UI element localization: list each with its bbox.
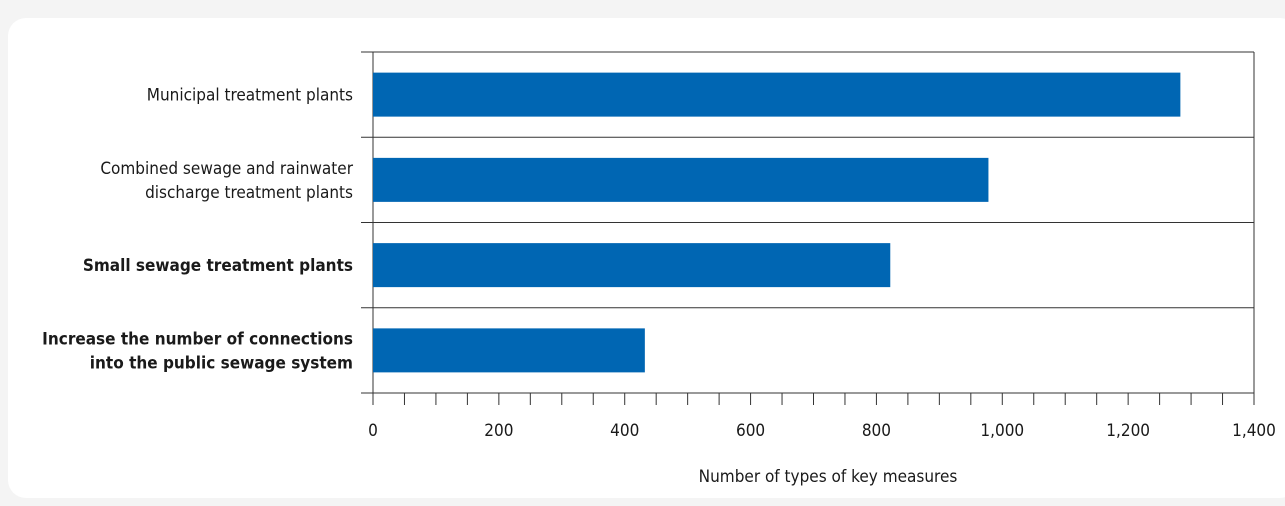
category-label-line: Municipal treatment plants xyxy=(147,86,353,106)
bar xyxy=(373,72,1181,117)
bar xyxy=(373,243,891,288)
x-tick-label: 400 xyxy=(610,421,639,441)
category-labels: Municipal treatment plants Combined sewag… xyxy=(42,86,354,374)
x-tick-label: 1,000 xyxy=(980,421,1024,441)
category-label-line: Combined sewage and rainwater xyxy=(100,159,353,179)
category-label-line: Increase the number of connections xyxy=(42,329,353,349)
x-tick-label: 800 xyxy=(862,421,891,441)
x-tick-label: 600 xyxy=(736,421,765,441)
category-label-line: into the public sewage system xyxy=(90,353,353,373)
x-tick-label: 1,400 xyxy=(1232,421,1276,441)
bar xyxy=(373,328,645,373)
x-tick-label: 200 xyxy=(484,421,513,441)
category-label-line: Small sewage treatment plants xyxy=(83,256,353,276)
x-axis: 0 200 400 600 800 1,000 1,200 1,400 xyxy=(368,393,1276,441)
category-label: Increase the number of connections into t… xyxy=(42,329,353,373)
x-tick-label: 1,200 xyxy=(1106,421,1150,441)
category-label-line: discharge treatment plants xyxy=(145,183,353,203)
category-label: Municipal treatment plants xyxy=(147,86,353,106)
category-label: Small sewage treatment plants xyxy=(83,256,353,276)
bars xyxy=(373,72,1181,373)
x-tick-label: 0 xyxy=(368,421,378,441)
bar xyxy=(373,157,989,202)
x-axis-title: Number of types of key measures xyxy=(699,467,958,487)
category-label: Combined sewage and rainwater discharge t… xyxy=(100,159,353,203)
